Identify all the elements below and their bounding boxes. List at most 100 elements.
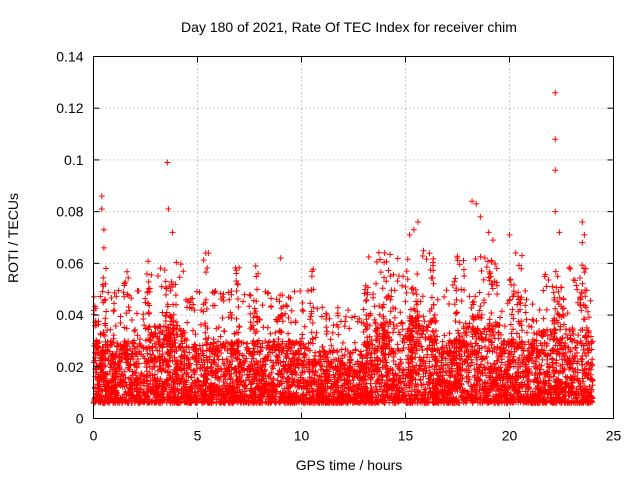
data-point [314, 305, 321, 312]
data-point [236, 323, 243, 330]
data-point [456, 261, 463, 268]
data-point [217, 333, 224, 340]
data-point [525, 376, 532, 383]
data-point [127, 361, 134, 368]
data-point [411, 305, 418, 312]
data-point [105, 289, 112, 296]
data-point [484, 359, 491, 366]
data-point [113, 348, 120, 355]
data-point [148, 271, 155, 278]
data-point [408, 373, 415, 380]
data-point [494, 343, 501, 350]
data-point [259, 302, 266, 309]
data-point [420, 373, 427, 380]
data-point [226, 296, 233, 303]
data-point [115, 287, 122, 294]
data-point [190, 301, 197, 308]
data-point [560, 386, 567, 393]
data-point [526, 378, 533, 385]
data-point [218, 366, 225, 373]
data-point [545, 277, 552, 284]
data-point [243, 347, 250, 354]
data-point [493, 265, 500, 272]
data-point [288, 307, 295, 314]
data-point [499, 375, 506, 382]
data-point [305, 356, 312, 363]
data-point [189, 295, 196, 302]
data-point [312, 334, 319, 341]
data-point [373, 280, 380, 287]
data-point [437, 373, 444, 380]
data-point [375, 392, 382, 399]
data-point [347, 349, 354, 356]
data-point [108, 294, 115, 301]
data-point [326, 315, 333, 322]
data-point [174, 331, 181, 338]
data-point [299, 306, 306, 313]
data-point [149, 343, 156, 350]
data-point [117, 319, 124, 326]
data-point [470, 381, 477, 388]
data-point [549, 356, 556, 363]
data-point [428, 351, 435, 358]
data-point [461, 350, 468, 357]
data-point [443, 287, 450, 294]
data-point [390, 329, 397, 336]
data-point [586, 365, 593, 372]
data-point [417, 377, 424, 384]
data-point [466, 293, 473, 300]
data-point [221, 328, 228, 335]
data-point [107, 326, 114, 333]
data-point [419, 293, 426, 300]
data-point [127, 345, 134, 352]
data-point [544, 340, 551, 347]
data-point [371, 316, 378, 323]
data-point [394, 255, 401, 262]
data-point [262, 398, 269, 405]
data-point [425, 324, 432, 331]
data-point [525, 384, 532, 391]
data-point [275, 354, 282, 361]
data-point [577, 380, 584, 387]
data-point [112, 322, 119, 329]
data-point [441, 332, 448, 339]
data-point [167, 369, 174, 376]
data-point [543, 283, 550, 290]
data-point [221, 362, 228, 369]
data-point [395, 272, 402, 279]
data-point [268, 304, 275, 311]
data-point [220, 291, 227, 298]
data-point [123, 396, 130, 403]
data-point [362, 297, 369, 304]
data-point [274, 377, 281, 384]
data-point [130, 340, 137, 347]
data-point [455, 399, 462, 406]
data-point [478, 344, 485, 351]
data-point [388, 287, 395, 294]
data-point [371, 303, 378, 310]
data-point [485, 324, 492, 331]
data-point [335, 312, 342, 319]
data-point [540, 315, 547, 322]
data-point [530, 360, 537, 367]
data-point [155, 272, 162, 279]
data-point [438, 345, 445, 352]
data-point [358, 352, 365, 359]
data-point [143, 271, 150, 277]
data-point [179, 340, 186, 347]
data-point [225, 289, 232, 296]
data-point [176, 343, 183, 350]
data-point [564, 310, 571, 317]
data-point [458, 298, 465, 305]
data-point [548, 331, 555, 338]
data-point [345, 307, 352, 314]
data-point [272, 329, 279, 336]
data-point [484, 258, 491, 265]
data-point [145, 258, 152, 265]
data-point [523, 329, 530, 336]
data-point [460, 257, 467, 264]
data-point [215, 386, 222, 393]
data-point [434, 296, 441, 303]
data-point [518, 343, 525, 350]
data-point [269, 364, 276, 371]
